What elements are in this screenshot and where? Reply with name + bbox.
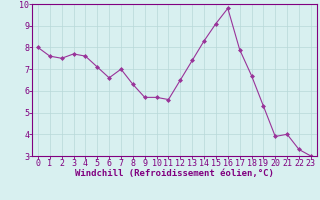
X-axis label: Windchill (Refroidissement éolien,°C): Windchill (Refroidissement éolien,°C): [75, 169, 274, 178]
